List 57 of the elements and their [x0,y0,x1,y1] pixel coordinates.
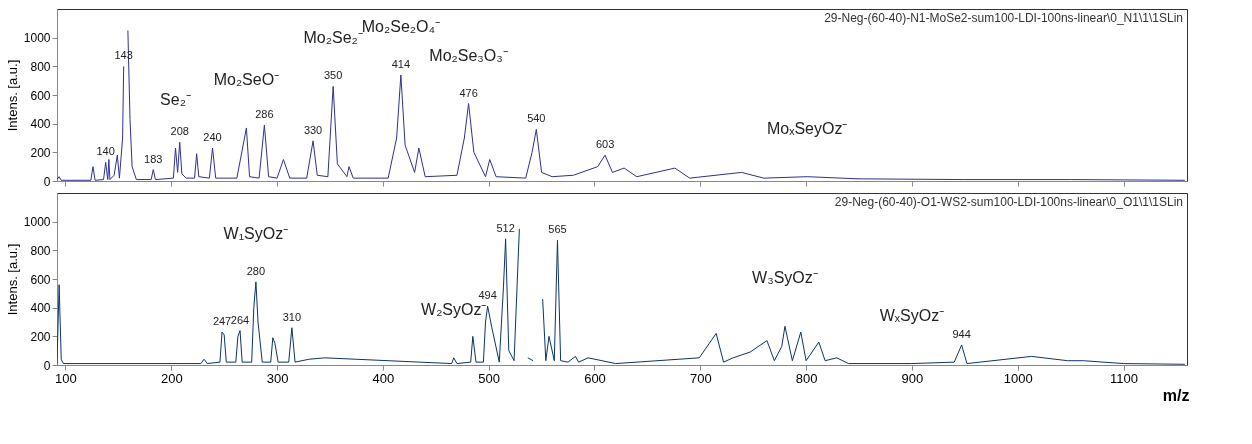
annotation: WₓSyOz⁻ [879,306,945,324]
y-tick-label: 0 [43,358,51,373]
annotation: 565 [548,223,567,236]
y-axis-title: Intens. [a.u.] [4,243,20,316]
x-tick-label: 700 [689,370,712,386]
x-tick-label: 800 [795,370,818,386]
x-tick-label: 1100 [1110,370,1138,386]
annotation: 330 [303,123,323,136]
annotation: 247 [212,315,232,328]
annotation: W₂SyOz⁻ [421,300,487,318]
x-tick-label: 600 [584,370,606,386]
annotation: Mo₂Se₃O₃⁻ [429,46,508,64]
y-tick-label: 1000 [23,31,51,46]
annotation: 512 [496,221,515,234]
annotation: 494 [478,289,497,302]
x-tick-label: 100 [55,370,77,386]
annotation: 944 [952,327,971,340]
x-tick-label: 300 [266,370,289,386]
annotation: 264 [230,313,250,326]
x-tick-label: 400 [372,370,395,386]
y-tick-label: 800 [30,59,51,74]
annotation: 240 [203,131,222,144]
annotation: Mo₂Se₂O₄⁻ [361,17,440,35]
annotation: 280 [246,264,266,277]
x-tick-label: 900 [901,370,924,386]
annotation: W₁SyOz⁻ [223,224,289,242]
y-tick-label: 600 [30,88,51,103]
annotation: W₃SyOz⁻ [752,269,818,287]
annotation: 414 [391,57,411,70]
x-tick-label: 1000 [1003,370,1033,386]
annotation: 603 [595,138,615,151]
y-tick-label: 400 [30,301,51,316]
annotation: MoₓSeyOz⁻ [766,119,848,137]
y-tick-label: 1000 [23,215,51,230]
x-tick-label: 200 [160,370,183,386]
y-tick-label: 200 [30,329,51,344]
annotation: 140 [96,145,115,158]
y-tick-label: 0 [43,174,51,189]
y-tick-label: 200 [30,145,51,160]
annotation: Mo₂Se₂⁻ [303,29,363,47]
x-tick-label: 500 [478,370,501,386]
annotation: 476 [459,86,478,99]
x-axis-title: m/z [1162,386,1190,404]
annotation: 29-Neg-(60-40)-N1-MoSe2-sum100-LDI-100ns-linear\0_N1\1\1SLin [824,11,1183,25]
annotation: 286 [255,108,274,121]
y-axis-title: Intens. [a.u.] [4,59,20,132]
annotation: Se₂⁻ [160,91,191,109]
y-tick-label: 400 [30,117,51,132]
annotation: 29-Neg-(60-40)-O1-WS2-sum100-LDI-100ns-linear\0_O1\1\1SLin [834,195,1183,209]
annotation: 310 [282,310,302,323]
annotation: 208 [170,125,189,138]
y-tick-label: 800 [30,243,51,258]
annotation: Mo₂SeO⁻ [213,70,280,88]
annotation: 350 [323,69,343,82]
annotation: 540 [527,112,546,125]
annotation: 183 [144,152,163,165]
y-tick-label: 600 [30,272,51,287]
